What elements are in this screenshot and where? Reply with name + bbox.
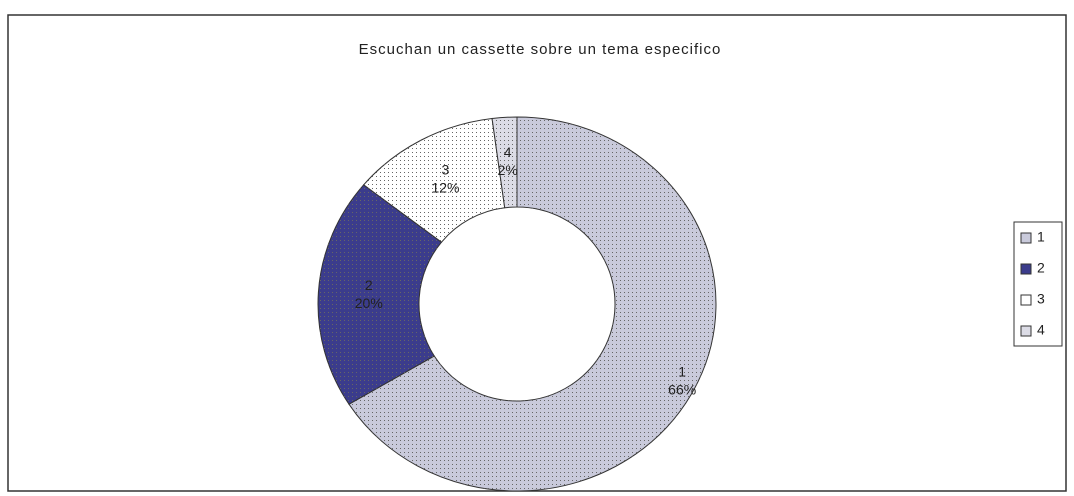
slice-category-label: 1 [678, 364, 686, 380]
slice-value-label: 66% [668, 382, 696, 398]
legend-label: 2 [1037, 260, 1045, 276]
slice-value-label: 20% [355, 295, 383, 311]
slice-value-label: 2% [498, 162, 518, 178]
legend-label: 4 [1037, 322, 1045, 338]
slice-category-label: 3 [442, 161, 450, 177]
legend-swatch [1020, 263, 1032, 275]
slice-value-label: 12% [431, 179, 459, 195]
slice-category-label: 4 [504, 144, 512, 160]
legend-label: 3 [1037, 291, 1045, 307]
slice-category-label: 2 [365, 277, 373, 293]
legend-swatch [1020, 232, 1032, 244]
legend-label: 1 [1037, 229, 1045, 245]
legend-swatch [1020, 325, 1032, 337]
legend-swatch [1020, 294, 1032, 306]
chart-title: Escuchan un cassette sobre un tema espec… [359, 41, 722, 58]
